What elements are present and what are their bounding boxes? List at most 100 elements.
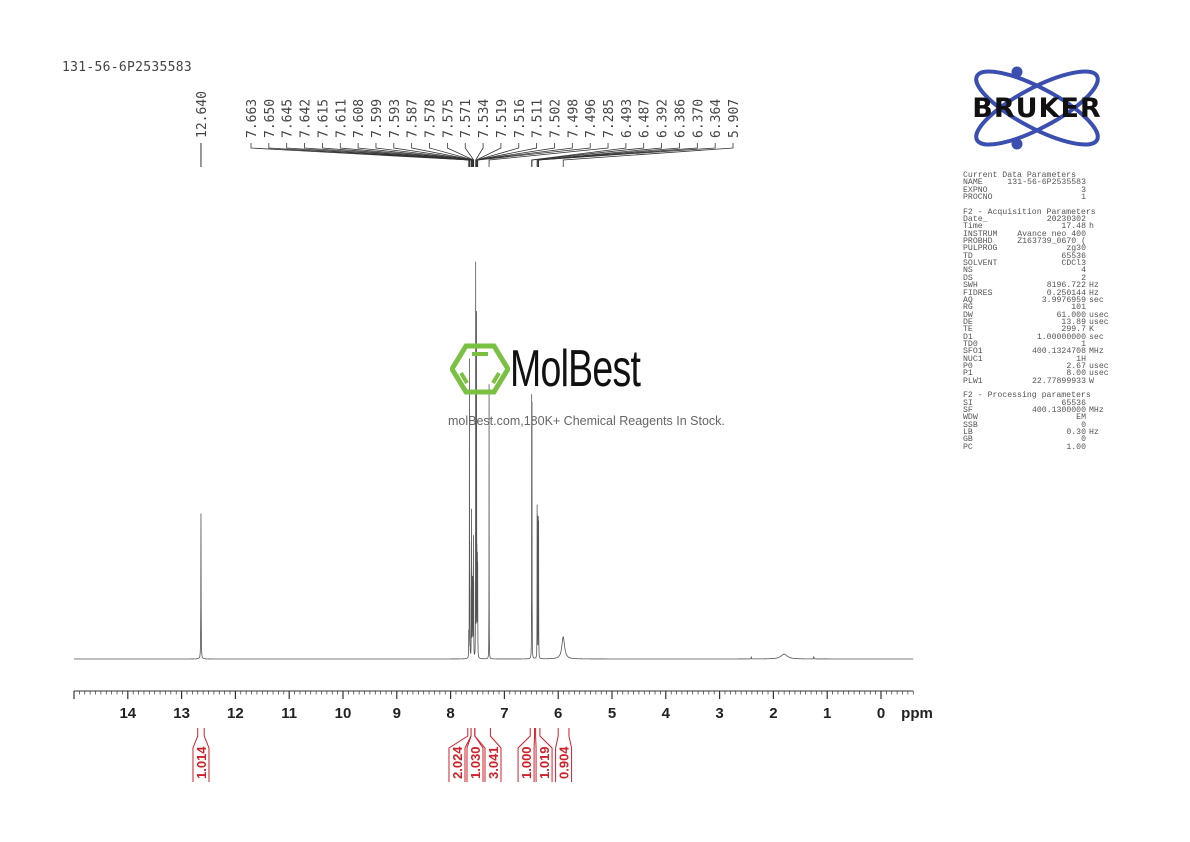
peak-label: 6.370	[691, 99, 706, 138]
integral-value: 1.019	[537, 746, 552, 779]
parameter-value: 8196.722	[1046, 281, 1086, 291]
integral-value: 1.014	[194, 746, 209, 779]
parameter-key: DE	[963, 317, 973, 327]
peak-label: 7.650	[263, 99, 278, 138]
parameter-value: 1H	[1076, 354, 1086, 364]
peak-label: 7.575	[441, 99, 456, 138]
parameter-value: 4	[1081, 266, 1086, 276]
parameter-key: GB	[963, 435, 973, 445]
x-axis: 14 13 12 11 10 9 8 7 6 5 4 3 2 1 0 ppm	[73, 690, 933, 722]
peak-label-leader	[531, 143, 645, 167]
peak-label-leader	[562, 143, 734, 167]
parameter-section-title: F2 - Processing parameters	[963, 391, 1091, 401]
peak-label-leader	[304, 143, 471, 167]
parameter-value: 131-56-6P2535583	[1007, 178, 1086, 188]
molbest-brand: MolBest	[510, 340, 641, 398]
parameter-key: P1	[963, 369, 973, 379]
parameter-row: PC 1.00	[963, 442, 1113, 452]
parameter-unit: usec	[1089, 361, 1109, 371]
parameter-value: 400.1300000	[1031, 406, 1086, 415]
peak-label: 7.519	[495, 99, 510, 138]
parameter-key: Date_	[963, 215, 988, 225]
peak-label-leader	[250, 143, 470, 167]
parameter-row: DE 13.89 usec	[963, 317, 1113, 327]
parameter-value: Avance neo 400	[1017, 229, 1086, 239]
peak-label: 7.498	[566, 99, 581, 138]
peak-label: 7.511	[531, 99, 546, 138]
integral-bracket	[568, 728, 573, 782]
integral-bracket	[517, 728, 531, 782]
integral-bracket	[489, 728, 502, 782]
parameter-value: 299.7	[1061, 325, 1086, 335]
parameter-key: AQ	[963, 295, 973, 305]
parameter-key: SF	[963, 406, 973, 415]
parameter-key: WDW	[963, 413, 978, 423]
parameter-key: INSTRUM	[963, 229, 998, 239]
peak-label: 7.611	[334, 99, 349, 138]
parameter-value: 3.9976959	[1041, 295, 1086, 305]
parameter-row: NAME 131-56-6P2535583	[963, 178, 1113, 188]
parameter-key: TE	[963, 325, 973, 335]
peak-label-leader	[477, 143, 591, 167]
parameter-value: zg30	[1066, 244, 1086, 254]
parameter-unit: K	[1089, 325, 1094, 335]
bruker-wordmark: BRUKER	[972, 93, 1101, 124]
parameter-value: 22.77899933	[1031, 376, 1086, 386]
parameter-unit: W	[1089, 376, 1094, 386]
x-tick-label: 11	[281, 705, 297, 722]
peak-label-leader	[538, 143, 716, 167]
parameter-value: 0	[1081, 435, 1086, 445]
peak-label: 6.493	[620, 99, 635, 138]
x-tick-label: 6	[554, 705, 562, 722]
parameter-value: 1.00000000	[1036, 332, 1086, 342]
molbest-tagline: molBest.com,180K+ Chemical Reagents In S…	[448, 414, 725, 428]
parameter-row: DW 61.000 usec	[963, 310, 1113, 320]
peak-label: 7.534	[477, 99, 492, 138]
parameter-unit: MHz	[1089, 347, 1104, 357]
x-tick-label: 8	[446, 705, 454, 722]
parameter-row: GB 0	[963, 435, 1113, 445]
parameter-row: EXPNO 3	[963, 185, 1113, 195]
parameter-value: 0.250144	[1046, 288, 1086, 298]
spectrum-trace	[74, 261, 914, 660]
parameter-value: 61.000	[1056, 310, 1086, 320]
peak-label: 6.392	[656, 99, 671, 138]
integral-value: 1.000	[519, 746, 534, 779]
parameter-key: PROCNO	[963, 193, 993, 203]
parameter-row: TD 65536	[963, 252, 1113, 261]
parameter-row: Time 17.48 h	[963, 222, 1113, 232]
peak-label-leader	[475, 143, 484, 167]
parameter-row: TE 299.7 K	[963, 325, 1113, 335]
parameter-row: INSTRUM Avance neo 400	[963, 229, 1113, 239]
parameter-key: SWH	[963, 281, 978, 291]
parameter-section-title: F2 - Acquisition Parameters	[963, 207, 1096, 217]
parameter-row: NS 4	[963, 266, 1113, 276]
peak-label-leader	[476, 143, 538, 167]
parameter-row: P1 8.00 usec	[963, 369, 1113, 379]
parameter-row: DS 2	[963, 273, 1113, 283]
molbest-logo	[449, 343, 511, 400]
peak-label: 7.642	[299, 99, 314, 138]
parameter-row: WDW EM	[963, 413, 1113, 423]
parameter-value: 3	[1081, 185, 1086, 195]
x-tick-label: 9	[393, 705, 401, 722]
parameter-value: 1	[1081, 193, 1086, 203]
peak-label: 5.907	[727, 99, 742, 138]
parameter-row: SOLVENT CDCl3	[963, 259, 1113, 268]
parameter-key: SSB	[963, 420, 978, 430]
parameter-unit: Hz	[1089, 288, 1099, 298]
parameter-value: 2.67	[1066, 361, 1086, 371]
parameter-key: PC	[963, 442, 973, 452]
integral-bracket	[448, 728, 469, 782]
parameter-key: SFO1	[963, 347, 983, 357]
parameter-key: DS	[963, 273, 973, 283]
integral-value: 1.030	[468, 746, 483, 779]
integral-value: 2.024	[450, 746, 465, 779]
parameter-value: 13.89	[1061, 317, 1086, 327]
parameter-row: PROCNO 1	[963, 193, 1113, 203]
peak-label-leader	[429, 143, 474, 167]
parameter-key: RG	[963, 303, 973, 313]
parameter-row: RG 101	[963, 303, 1113, 313]
parameter-key: Time	[963, 222, 983, 232]
